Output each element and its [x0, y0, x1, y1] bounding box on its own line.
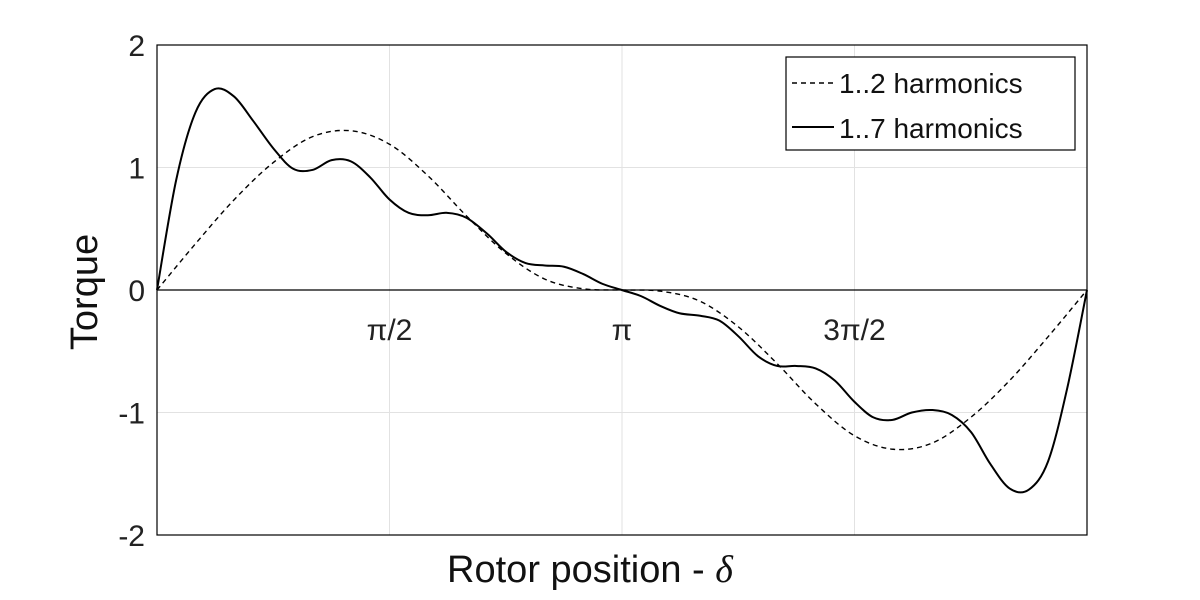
x-axis-label-symbol: δ — [715, 549, 734, 591]
y-tick-label-0: 2 — [128, 30, 145, 63]
plot-lines — [156, 87, 1088, 494]
legend-box — [785, 56, 1076, 151]
y-tick-label-1: 1 — [128, 153, 145, 186]
x-tick-label-1: π — [612, 314, 633, 347]
y-tick-labels: 2 1 0 -1 -2 — [118, 30, 145, 553]
y-axis-label: Torque — [64, 234, 106, 350]
legend: 1..2 harmonics 1..7 harmonics — [785, 56, 1076, 151]
x-tick-label-2: 3π/2 — [823, 314, 885, 347]
legend-entry-2: 1..7 harmonics — [839, 113, 1023, 144]
y-tick-label-2: 0 — [128, 275, 145, 308]
x-axis-label-text: Rotor position - — [447, 549, 715, 591]
y-tick-label-3: -1 — [118, 398, 145, 431]
x-tick-labels: π/2 π 3π/2 — [367, 314, 886, 347]
series-line-2 — [156, 87, 1088, 494]
y-tick-label-4: -2 — [118, 520, 145, 553]
legend-entry-1: 1..2 harmonics — [839, 68, 1023, 99]
plot-frame — [156, 44, 1088, 536]
x-axis-label: Rotor position - δ — [447, 549, 734, 591]
x-tick-label-0: π/2 — [367, 314, 413, 347]
